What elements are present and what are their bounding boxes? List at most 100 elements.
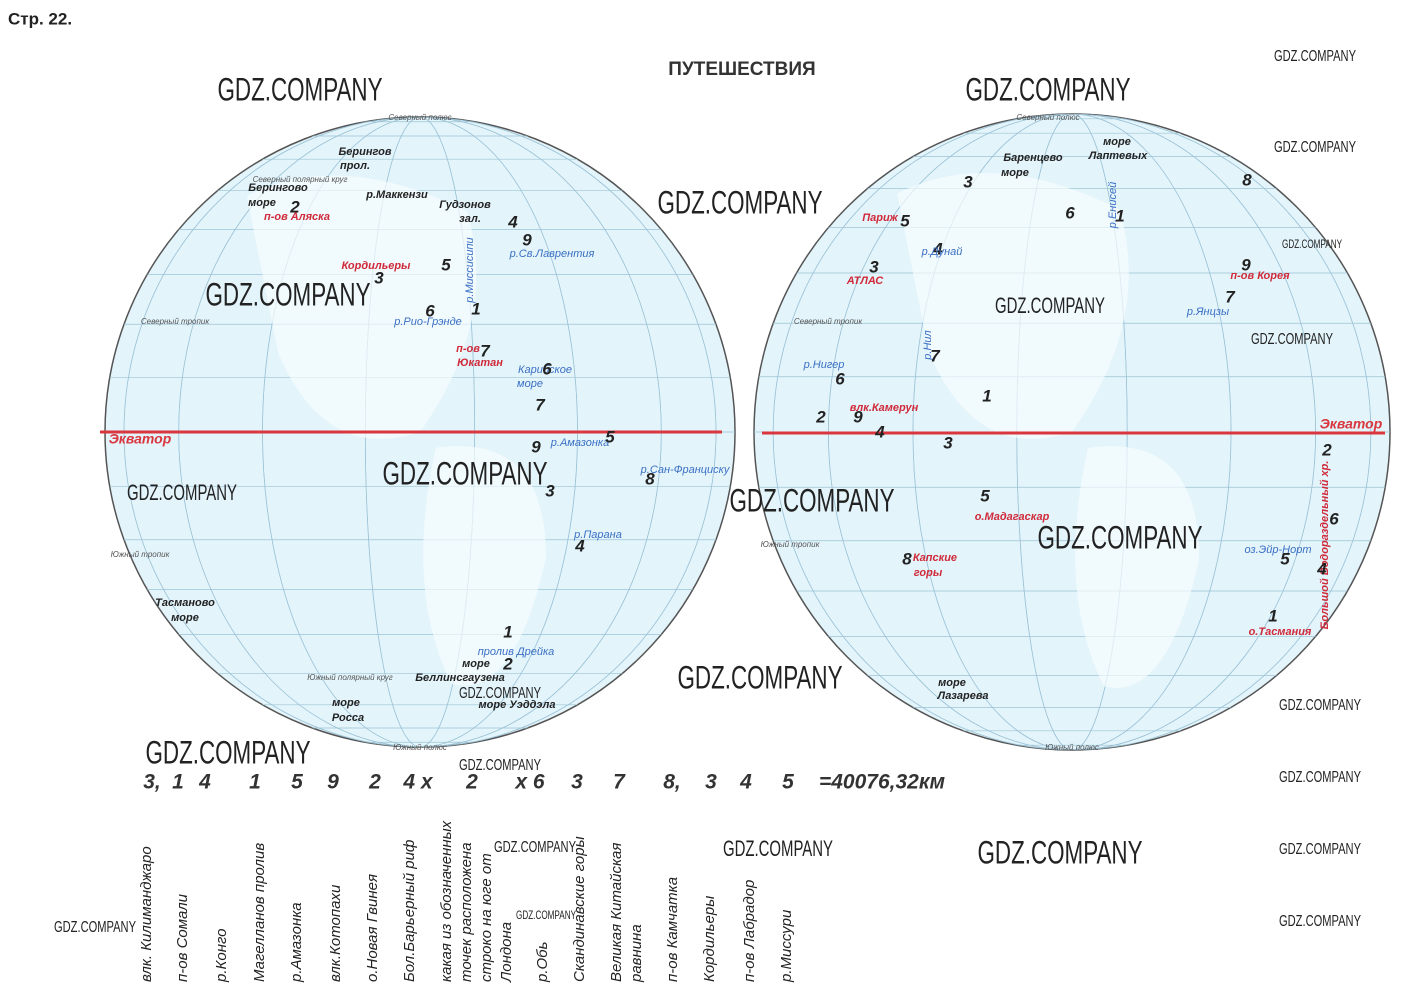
- map-label: 2: [289, 197, 300, 216]
- map-label: р.Нил: [922, 330, 934, 360]
- answer-label: р.Обь: [534, 941, 551, 983]
- formula-token: 8,: [663, 771, 681, 794]
- watermark: GDZ.COMPANY: [459, 757, 541, 774]
- map-label: 3: [374, 268, 384, 287]
- map-label: море: [1001, 167, 1029, 179]
- map-label: 1: [471, 299, 480, 318]
- answer-label: влк.Котопахи: [327, 884, 344, 982]
- answer-label: точек расположена: [458, 842, 475, 982]
- map-label: 1: [1268, 606, 1277, 625]
- map-label: 9: [853, 407, 863, 426]
- map-label: 4: [932, 239, 943, 258]
- map-label: 3: [963, 172, 973, 191]
- map-label: оз.Эйр-Норт: [1244, 544, 1311, 556]
- land: [423, 446, 546, 686]
- map-label: Большой Водораздельный хр.: [1319, 461, 1331, 630]
- map-label: 9: [1241, 255, 1251, 274]
- map-label: море: [462, 658, 490, 670]
- answer-label: Кордильеры: [701, 896, 718, 982]
- land: [897, 173, 1129, 440]
- map-label: 4: [874, 422, 885, 441]
- answer-label: влк. Килиманджаро: [138, 846, 155, 982]
- map-label: 3: [869, 257, 879, 276]
- map-label: Южный тропик: [111, 550, 171, 559]
- watermark: GDZ.COMPANY: [383, 455, 548, 491]
- map-label: 5: [980, 486, 990, 505]
- map-label: Беллинсгаузена: [415, 672, 505, 684]
- map-label: о.Тасмания: [1249, 626, 1312, 638]
- map-label: р.Нигер: [803, 359, 845, 371]
- map-label: горы: [914, 567, 943, 579]
- formula-token: 2: [465, 771, 478, 794]
- answer-label: Скандинавские горы: [571, 836, 588, 982]
- watermark: GDZ.COMPANY: [730, 482, 895, 518]
- map-label: 6: [1329, 509, 1339, 528]
- map-label: р.Амазонка: [550, 437, 609, 449]
- map-label: 2: [502, 654, 513, 673]
- watermark: GDZ.COMPANY: [206, 276, 371, 312]
- map-label: 3: [943, 433, 953, 452]
- answer-label: р.Конго: [213, 928, 230, 983]
- formula-token: 4 х: [402, 771, 434, 794]
- watermark: GDZ.COMPANY: [1274, 48, 1356, 65]
- land: [1075, 446, 1200, 688]
- formula-token: х 6: [514, 771, 545, 794]
- map-label: 1: [503, 622, 512, 641]
- land: [246, 175, 477, 439]
- map-label: п-ов: [456, 343, 480, 355]
- watermark: GDZ.COMPANY: [658, 184, 823, 220]
- watermark: GDZ.COMPANY: [723, 836, 833, 861]
- map-label: р.Парана: [573, 529, 622, 541]
- formula-token: 5: [291, 771, 303, 794]
- map-label: р.Сан-Франциску: [640, 464, 731, 476]
- map-label: Северный тропик: [794, 317, 863, 326]
- watermark: GDZ.COMPANY: [494, 839, 576, 856]
- formula-token: 3: [705, 771, 717, 794]
- formula-token: 4: [198, 771, 211, 794]
- answer-label: Бол.Барьерный риф: [401, 839, 418, 982]
- map-label: Северный тропик: [141, 317, 210, 326]
- map-label: р.Янцзы: [1186, 306, 1229, 318]
- map-label: зал.: [459, 213, 481, 225]
- map-label: 7: [480, 341, 491, 360]
- answer-label: строко на юге от: [478, 853, 495, 982]
- map-label: р.Св.Лаврентия: [509, 248, 595, 260]
- map-label: 2: [815, 407, 826, 426]
- map-label: прол.: [340, 160, 370, 172]
- watermark: GDZ.COMPANY: [1282, 237, 1342, 251]
- map-label: море: [517, 378, 543, 390]
- formula-token: 2: [368, 771, 381, 794]
- map-label: Северный полюс: [388, 113, 451, 122]
- watermark: GDZ.COMPANY: [1274, 139, 1356, 156]
- map-label: море Уэддэла: [479, 699, 556, 711]
- map-label: 1: [982, 386, 991, 405]
- watermark: GDZ.COMPANY: [146, 734, 311, 770]
- map-label: 6: [835, 369, 845, 388]
- map-label: море: [171, 612, 199, 624]
- formula-token: 9: [327, 771, 339, 794]
- watermark: GDZ.COMPANY: [459, 685, 541, 702]
- map-label: Париж: [862, 212, 898, 224]
- map-label: 2: [1321, 440, 1332, 459]
- map-label: Тасманово: [155, 597, 215, 609]
- watermark: GDZ.COMPANY: [516, 908, 576, 922]
- map-label: Экватор: [109, 431, 172, 447]
- watermark: GDZ.COMPANY: [678, 659, 843, 695]
- map-label: 4: [507, 212, 518, 231]
- map-label: 5: [441, 255, 451, 274]
- map-label: 5: [900, 211, 910, 230]
- map-label: Росса: [332, 712, 364, 724]
- formula-token: 7: [613, 771, 626, 794]
- map-label: Южный полюс: [1045, 743, 1099, 752]
- answer-label: Магелланов пролив: [251, 843, 268, 982]
- answer-label: какая из обозначенных: [438, 820, 455, 982]
- formula-token: =40076,32км: [819, 771, 945, 794]
- map-label: Экватор: [1320, 416, 1383, 432]
- map-label: р.Дунай: [921, 246, 963, 258]
- watermark: GDZ.COMPANY: [1279, 913, 1361, 930]
- map-label: п-ов Аляска: [264, 211, 330, 223]
- map-label: Лазарева: [937, 690, 989, 702]
- title: ПУТЕШЕСТВИЯ: [668, 59, 815, 80]
- map-label: Северный полюс: [1016, 113, 1079, 122]
